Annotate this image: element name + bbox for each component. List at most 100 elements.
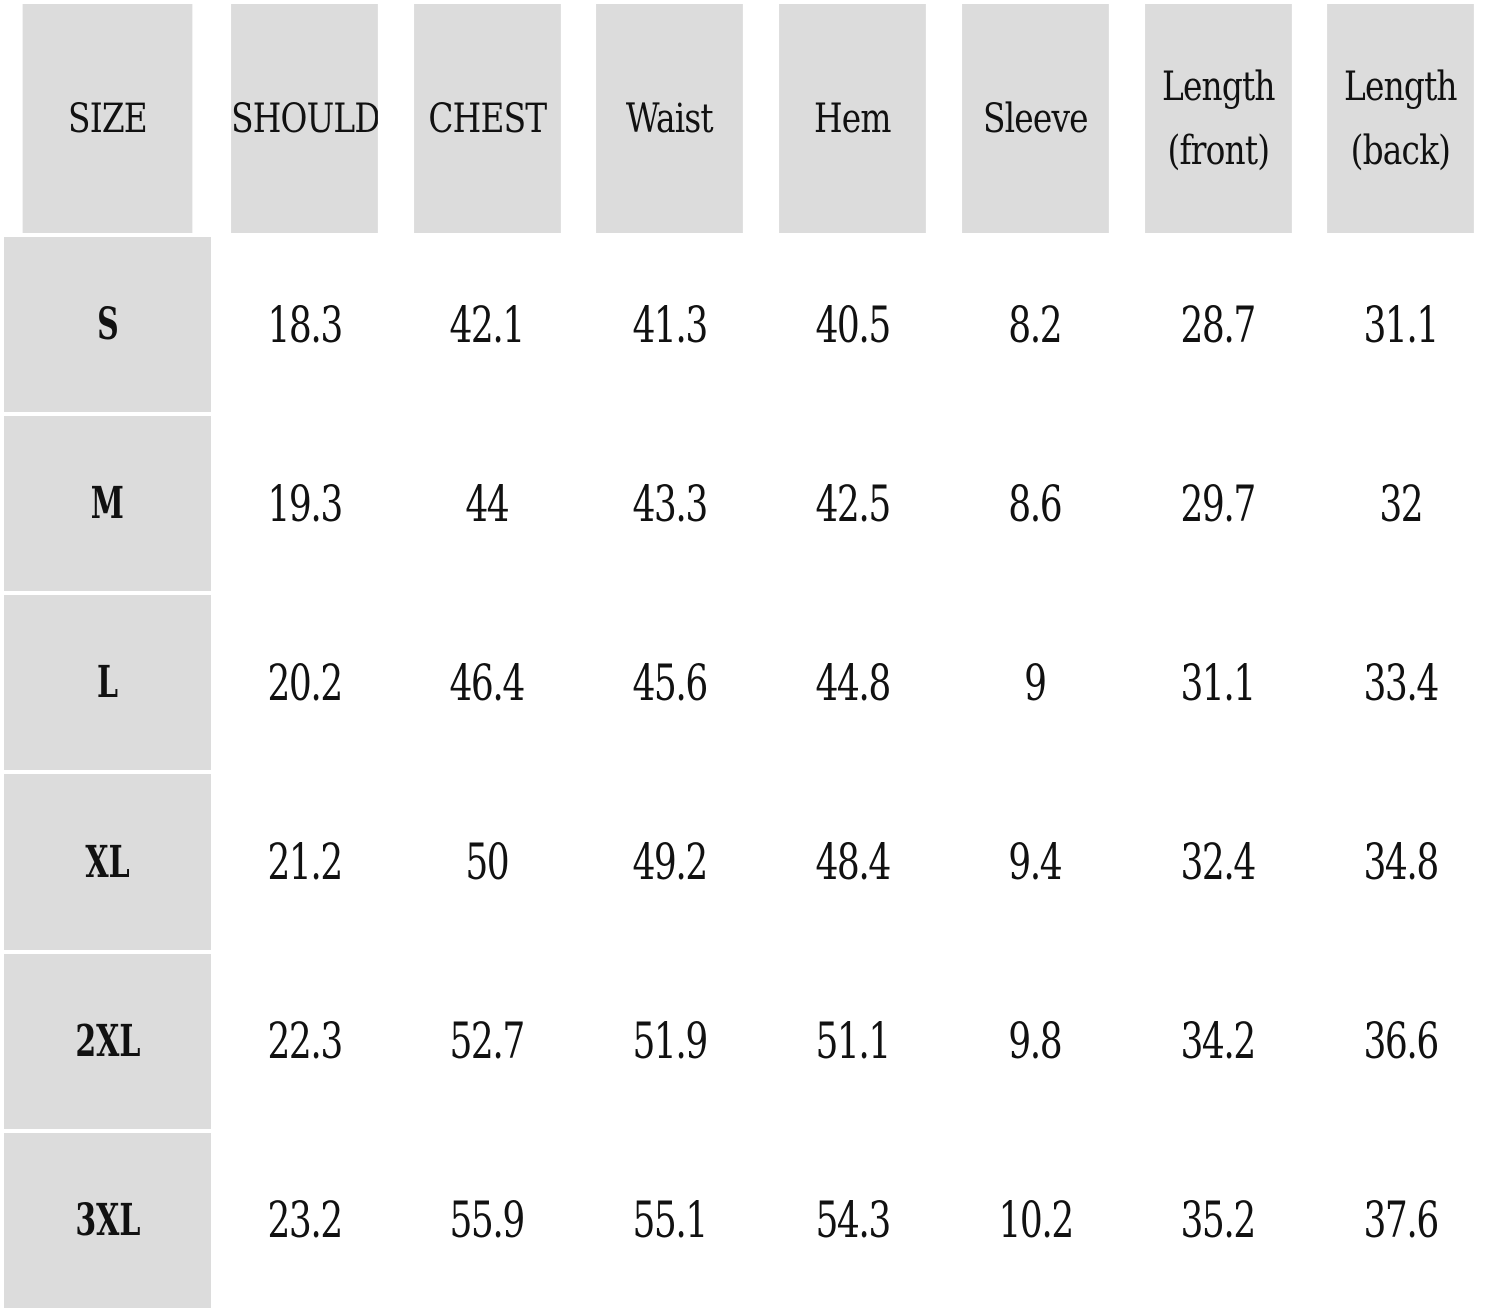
measurement-value: 34.2	[1180, 1012, 1257, 1071]
size-value: XL	[85, 836, 130, 888]
measurement-value: 52.7	[449, 1012, 526, 1071]
column-header-length-front: Length (front)	[1144, 4, 1292, 233]
column-header-waist: Waist	[596, 4, 744, 233]
measurement-cell-hem: 51.1	[763, 953, 942, 1129]
table-row: L 20.2 46.4 45.6 44.8 9 31.1 33.4	[4, 595, 1490, 771]
measurement-cell-length-front: 34.2	[1128, 953, 1308, 1129]
measurement-value: 20.2	[267, 653, 343, 712]
measurement-cell-hem: 40.5	[763, 237, 942, 413]
measurement-cell-waist: 43.3	[580, 416, 760, 592]
measurement-cell-chest: 44	[397, 416, 577, 592]
measurement-value: 8.6	[1008, 474, 1063, 533]
column-header-hem: Hem	[779, 4, 926, 233]
measurement-cell-waist: 51.9	[580, 953, 760, 1129]
measurement-cell-shoulder: 21.2	[215, 774, 394, 950]
measurement-value: 42.1	[449, 295, 526, 354]
measurement-value: 51.9	[632, 1012, 709, 1071]
measurement-cell-waist: 55.1	[580, 1132, 760, 1308]
column-header-label: SHOULDER	[231, 95, 378, 142]
measurement-cell-chest: 50	[397, 774, 577, 950]
measurement-value: 31.1	[1363, 295, 1439, 354]
table-row: S 18.3 42.1 41.3 40.5 8.2 28.7 31.1	[4, 237, 1490, 413]
measurement-value: 50	[465, 833, 510, 892]
measurement-cell-chest: 55.9	[397, 1132, 577, 1308]
measurement-value: 46.4	[449, 653, 526, 712]
measurement-cell-chest: 46.4	[397, 595, 577, 771]
measurement-cell-length-back: 34.8	[1311, 774, 1490, 950]
measurement-value: 19.3	[267, 474, 343, 533]
measurement-cell-hem: 42.5	[763, 416, 942, 592]
measurement-value: 48.4	[815, 833, 891, 892]
column-header-chest: CHEST	[413, 4, 561, 233]
measurement-value: 34.8	[1363, 833, 1439, 892]
measurement-value: 21.2	[267, 833, 343, 892]
measurement-value: 41.3	[632, 295, 709, 354]
row-size-label: 2XL	[4, 953, 211, 1129]
column-header-sleeve: Sleeve	[961, 4, 1109, 233]
column-header-label: CHEST	[428, 95, 547, 142]
measurement-cell-length-back: 37.6	[1311, 1132, 1490, 1308]
measurement-value: 33.4	[1363, 653, 1439, 712]
measurement-cell-shoulder: 19.3	[215, 416, 394, 592]
measurement-value: 44	[465, 474, 510, 533]
size-value: S	[96, 299, 119, 351]
measurement-value: 35.2	[1180, 1191, 1257, 1250]
measurement-value: 8.2	[1008, 295, 1063, 354]
row-size-label: M	[4, 416, 211, 592]
column-header-size: SIZE	[22, 4, 193, 233]
measurement-cell-sleeve: 8.6	[945, 416, 1125, 592]
size-value: 2XL	[74, 1015, 141, 1067]
measurement-value: 32.4	[1180, 833, 1257, 892]
table-row: M 19.3 44 43.3 42.5 8.6 29.7 32	[4, 416, 1490, 592]
measurement-value: 32	[1379, 474, 1423, 533]
row-size-label: XL	[4, 774, 211, 950]
measurement-cell-hem: 54.3	[763, 1132, 942, 1308]
measurement-value: 44.8	[815, 653, 891, 712]
measurement-value: 9.4	[1008, 833, 1063, 892]
size-value: 3XL	[74, 1194, 141, 1246]
measurement-cell-length-front: 29.7	[1128, 416, 1308, 592]
measurement-cell-shoulder: 22.3	[215, 953, 394, 1129]
column-header-label: Hem	[814, 95, 891, 142]
measurement-value: 10.2	[997, 1191, 1074, 1250]
column-header-label: (back)	[1350, 127, 1451, 174]
measurement-cell-length-front: 32.4	[1128, 774, 1308, 950]
measurement-cell-shoulder: 18.3	[215, 237, 394, 413]
measurement-value: 43.3	[632, 474, 709, 533]
measurement-value: 23.2	[267, 1191, 343, 1250]
column-header-shoulder: SHOULDER	[231, 4, 378, 233]
table-header: SIZE SHOULDER CHEST Waist Hem Sleeve Length (fr…	[4, 4, 1490, 233]
measurement-value: 45.6	[632, 653, 709, 712]
column-header-label: (front)	[1166, 127, 1270, 174]
column-header-label: SIZE	[68, 95, 148, 142]
column-header-label: Length	[1161, 63, 1276, 110]
column-header-length-back: Length (back)	[1327, 4, 1474, 233]
measurement-value: 49.2	[632, 833, 709, 892]
measurement-cell-hem: 44.8	[763, 595, 942, 771]
measurement-cell-waist: 45.6	[580, 595, 760, 771]
table-row: 3XL 23.2 55.9 55.1 54.3 10.2 35.2 37.6	[4, 1132, 1490, 1308]
measurement-cell-length-front: 28.7	[1128, 237, 1308, 413]
measurement-cell-waist: 49.2	[580, 774, 760, 950]
row-size-label: S	[4, 237, 211, 413]
column-header-label: Waist	[626, 95, 714, 142]
header-row: SIZE SHOULDER CHEST Waist Hem Sleeve Length (fr…	[4, 4, 1490, 233]
measurement-value: 31.1	[1180, 653, 1257, 712]
measurement-value: 36.6	[1363, 1012, 1439, 1071]
measurement-cell-chest: 42.1	[397, 237, 577, 413]
measurement-value: 9	[1024, 653, 1047, 712]
measurement-value: 29.7	[1180, 474, 1257, 533]
measurement-value: 42.5	[815, 474, 891, 533]
measurement-cell-length-back: 32	[1311, 416, 1490, 592]
measurement-value: 9.8	[1008, 1012, 1063, 1071]
measurement-cell-length-back: 36.6	[1311, 953, 1490, 1129]
column-header-label: Length	[1344, 63, 1458, 110]
table-body: S 18.3 42.1 41.3 40.5 8.2 28.7 31.1 M 19.3 44 43.3 4…	[4, 237, 1490, 1308]
table-row: XL 21.2 50 49.2 48.4 9.4 32.4 34.8	[4, 774, 1490, 950]
measurement-cell-sleeve: 9.8	[945, 953, 1125, 1129]
measurement-cell-length-front: 31.1	[1128, 595, 1308, 771]
measurement-cell-length-front: 35.2	[1128, 1132, 1308, 1308]
measurement-cell-sleeve: 10.2	[945, 1132, 1125, 1308]
measurement-cell-chest: 52.7	[397, 953, 577, 1129]
